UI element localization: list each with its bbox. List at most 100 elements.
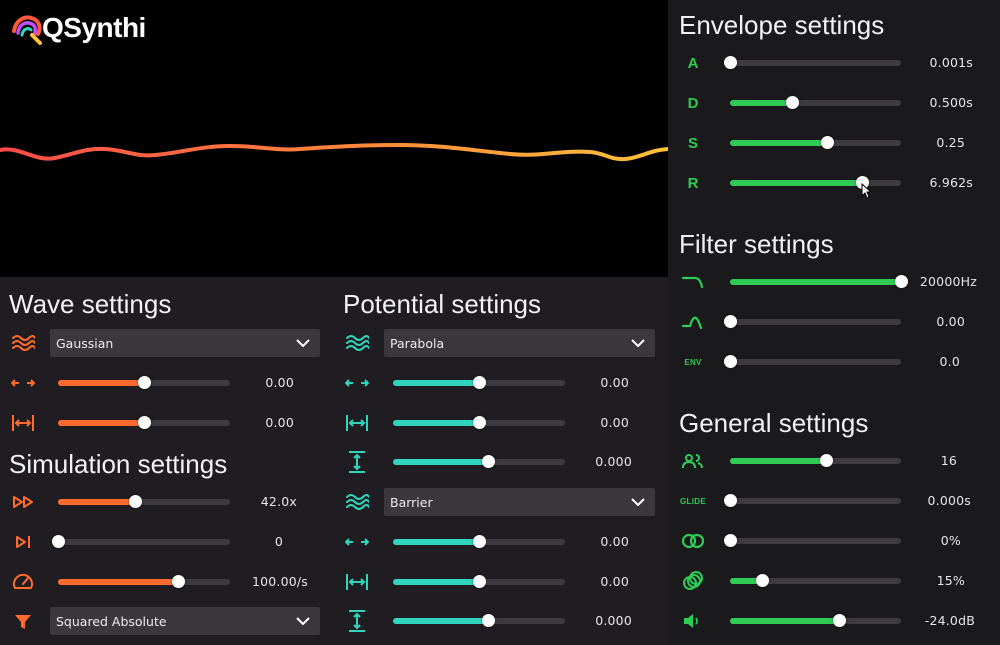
slider-thumb[interactable]	[138, 376, 151, 389]
slider-thumb[interactable]	[481, 455, 495, 468]
gen-stereo-row: 0%	[679, 526, 994, 556]
env-sustain-row: S 0.25	[679, 128, 994, 158]
slider-thumb[interactable]	[724, 534, 737, 547]
gen-glide-row: GLIDE 0.000s	[679, 486, 994, 516]
slider-fill	[58, 579, 179, 585]
potential2-height-row: 0.000	[343, 606, 663, 636]
slider-thumb[interactable]	[52, 535, 65, 548]
sim-speed-slider[interactable]	[58, 495, 230, 508]
sim-rate-row: 100.00/s	[9, 567, 329, 597]
wave-width-value: 0.00	[265, 415, 294, 430]
gen-volume-slider[interactable]	[730, 614, 901, 627]
potential2-height-value: 0.000	[595, 613, 632, 628]
slider-fill	[730, 618, 840, 624]
potential2-width-slider[interactable]	[393, 575, 565, 588]
wave-type-dropdown[interactable]: Gaussian	[50, 329, 320, 357]
potential1-position-row: 0.00	[343, 368, 663, 398]
app-logo: QSynthi	[10, 8, 146, 48]
wave-icon	[343, 328, 371, 358]
gen-spread-slider[interactable]	[730, 574, 901, 587]
potential1-type-dropdown[interactable]: Parabola	[384, 329, 655, 357]
slider-thumb[interactable]	[724, 494, 737, 507]
potential1-width-value: 0.00	[600, 415, 629, 430]
potential2-position-slider[interactable]	[393, 535, 565, 548]
height-arrows-icon	[343, 606, 371, 636]
slider-thumb[interactable]	[473, 376, 486, 389]
width-arrows-icon	[9, 408, 37, 438]
wave-width-row: 0.00	[9, 408, 329, 438]
lowpass-filter-icon	[679, 267, 707, 297]
potential2-type-dropdown[interactable]: Barrier	[384, 488, 655, 516]
gen-glide-slider[interactable]	[724, 494, 901, 507]
sim-steps-value: 0	[274, 534, 283, 549]
waveform-display: QSynthi	[0, 0, 668, 277]
gen-voices-value: 16	[940, 453, 957, 468]
wave-position-slider[interactable]	[58, 376, 230, 389]
sim-steps-slider[interactable]	[52, 535, 230, 548]
chevron-down-icon	[296, 339, 310, 347]
sim-rate-value: 100.00/s	[251, 574, 308, 589]
slider-thumb[interactable]	[819, 454, 833, 467]
env-decay-slider[interactable]	[730, 96, 901, 109]
potential1-height-value: 0.000	[595, 454, 632, 469]
slider-thumb[interactable]	[473, 535, 486, 548]
waveform-plot	[0, 142, 668, 162]
filter-env-slider[interactable]	[724, 355, 901, 368]
wave-position-value: 0.00	[265, 375, 294, 390]
filter-cutoff-row: 20000Hz	[679, 267, 994, 297]
slider-fill	[730, 100, 792, 106]
qsynthi-logo-icon	[12, 15, 42, 45]
position-arrows-icon	[343, 368, 371, 398]
filter-cutoff-value: 20000Hz	[919, 274, 977, 289]
potential2-type-row: Barrier	[343, 487, 663, 517]
slider-fill	[58, 499, 136, 505]
gen-stereo-slider[interactable]	[724, 534, 901, 547]
wave-icon	[343, 487, 371, 517]
chevron-down-icon	[631, 498, 645, 506]
slider-thumb[interactable]	[724, 315, 737, 328]
env-attack-slider[interactable]	[724, 56, 901, 69]
sim-display-value: Squared Absolute	[56, 613, 167, 629]
slider-thumb[interactable]	[833, 614, 847, 627]
chevron-down-icon	[631, 339, 645, 347]
slider-fill	[393, 380, 479, 386]
wave-width-slider[interactable]	[58, 416, 230, 429]
voices-people-icon	[679, 446, 707, 476]
slider-thumb[interactable]	[473, 416, 486, 429]
gen-voices-slider[interactable]	[730, 454, 901, 467]
slider-fill	[730, 279, 901, 285]
env-release-slider[interactable]	[730, 176, 901, 189]
filter-resonance-slider[interactable]	[724, 315, 901, 328]
env-release-row: R 6.962s	[679, 168, 994, 198]
slider-thumb[interactable]	[895, 275, 908, 288]
slider-thumb[interactable]	[481, 614, 495, 627]
slider-thumb[interactable]	[724, 355, 737, 368]
potential1-width-slider[interactable]	[393, 416, 565, 429]
env-attack-row: A 0.001s	[679, 48, 994, 78]
env-sustain-slider[interactable]	[730, 136, 901, 149]
speedometer-icon	[9, 567, 37, 597]
height-arrows-icon	[343, 447, 371, 477]
sim-rate-slider[interactable]	[58, 575, 230, 588]
slider-thumb[interactable]	[473, 575, 486, 588]
filter-cutoff-slider[interactable]	[730, 275, 908, 288]
potential2-width-value: 0.00	[600, 574, 629, 589]
slider-thumb[interactable]	[138, 416, 151, 429]
gen-volume-value: -24.0dB	[924, 613, 975, 628]
filter-env-row: ENV 0.0	[679, 347, 994, 377]
slider-thumb[interactable]	[724, 56, 737, 69]
slider-fill	[393, 618, 488, 624]
potential2-height-slider[interactable]	[393, 614, 565, 627]
sustain-label: S	[687, 134, 698, 152]
potential1-position-slider[interactable]	[393, 376, 565, 389]
slider-thumb[interactable]	[172, 575, 186, 588]
slider-thumb[interactable]	[855, 176, 869, 189]
sim-display-dropdown[interactable]: Squared Absolute	[50, 607, 320, 635]
slider-thumb[interactable]	[129, 495, 143, 508]
slider-thumb[interactable]	[821, 136, 835, 149]
slider-thumb[interactable]	[756, 574, 770, 587]
gen-spread-value: 15%	[936, 573, 965, 588]
slider-thumb[interactable]	[785, 96, 799, 109]
potential1-height-slider[interactable]	[393, 455, 565, 468]
slider-fill	[730, 140, 828, 146]
